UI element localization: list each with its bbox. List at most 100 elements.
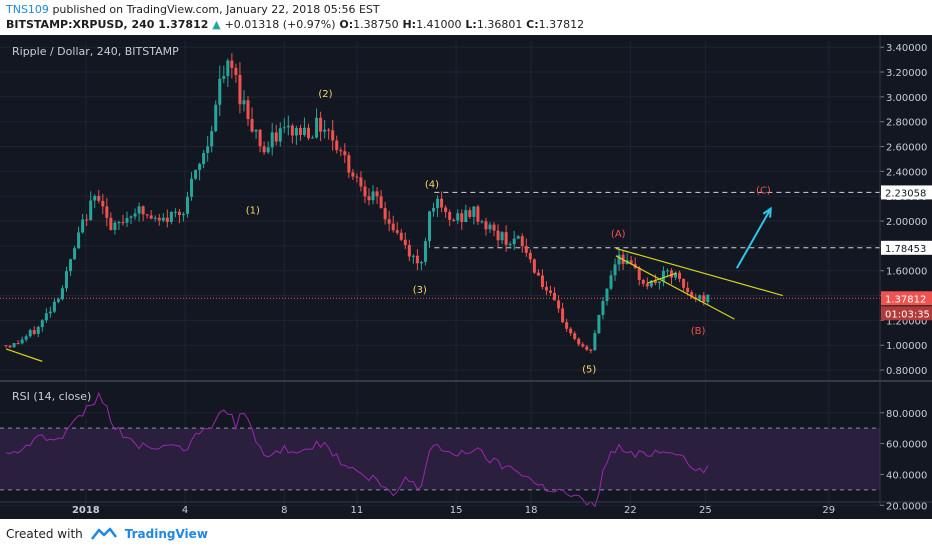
candle-body: [89, 200, 93, 221]
candle-body: [690, 292, 694, 298]
price-tick-label: 3.40000: [886, 43, 927, 54]
candle-body: [331, 130, 335, 141]
candle-body: [8, 345, 12, 348]
candle-body: [327, 129, 331, 131]
candle-body: [375, 191, 379, 197]
rsi-tick-label: 60.0000: [886, 440, 927, 451]
price-tick-label: 2.60000: [886, 143, 927, 154]
candle-body: [395, 230, 399, 233]
candle-body: [670, 270, 673, 278]
candle-body: [145, 214, 149, 216]
candle-body: [678, 272, 682, 279]
candle-body: [399, 232, 403, 240]
candle-body: [355, 176, 359, 178]
candle-body: [85, 219, 89, 221]
candle-body: [157, 217, 161, 221]
candle-body: [367, 196, 371, 201]
candle-body: [500, 232, 504, 241]
rsi-title: RSI (14, close): [12, 390, 91, 403]
trendline: [647, 272, 677, 284]
candle-body: [141, 206, 145, 215]
author-link[interactable]: TNS109: [6, 3, 49, 16]
candle-body: [282, 127, 286, 129]
wave-label: (2): [318, 89, 332, 100]
time-tick-label: 18: [525, 505, 538, 516]
candle-body: [379, 196, 383, 209]
high-value: 1.41000: [416, 18, 462, 31]
candle-body: [230, 60, 234, 68]
candle-body: [109, 217, 113, 231]
current-price-label: 1.37812: [885, 294, 926, 305]
candle-body: [117, 222, 121, 224]
candle-body: [706, 294, 710, 303]
candle-body: [77, 232, 81, 249]
candle-body: [218, 78, 222, 105]
candle-body: [351, 172, 355, 177]
candle-body: [214, 104, 218, 132]
candle-body: [56, 299, 60, 302]
price-tick-label: 1.00000: [886, 341, 927, 352]
candle-body: [665, 270, 669, 272]
wave-labels: (1) (2) (3) (4) (5) (A) (B) (C): [246, 89, 771, 376]
candle-body: [266, 147, 270, 153]
candle-body: [581, 344, 585, 347]
tradingview-logo-icon: [90, 527, 117, 540]
price-tick-label: 2.40000: [886, 167, 927, 178]
candle-body: [12, 343, 16, 348]
low-label: L:: [465, 18, 477, 31]
candle-body: [363, 186, 367, 197]
wave-label: (4): [425, 180, 439, 191]
candle-body: [448, 212, 452, 220]
current-price-tag: [881, 291, 932, 306]
candle-body: [520, 236, 524, 247]
time-tick-label: 4: [182, 505, 188, 516]
candle-body: [609, 275, 613, 289]
candle-body: [415, 255, 419, 264]
candle-body: [423, 241, 427, 262]
candle-body: [403, 239, 407, 246]
candle-body: [323, 129, 327, 132]
candle-body: [536, 272, 540, 276]
candle-body: [480, 221, 484, 223]
price-tick-label: 1.60000: [886, 267, 927, 278]
candle-body: [407, 245, 411, 257]
rsi-tick-label: 40.0000: [886, 470, 927, 481]
candle-body: [649, 280, 653, 287]
open-label: O:: [339, 18, 354, 31]
candle-body: [206, 146, 210, 154]
chart-canvas[interactable]: (1)(2)(3)(4)(5)(A)(B)(C) 3.400003.200003…: [0, 35, 932, 519]
candle-body: [432, 208, 436, 212]
candle-body: [149, 215, 153, 219]
candle-body: [222, 76, 226, 79]
candle-body: [553, 292, 557, 301]
candle-body: [641, 280, 645, 284]
candle-body: [4, 345, 8, 347]
candle-body: [657, 281, 661, 284]
candle-body: [101, 200, 105, 207]
candle-body: [246, 100, 250, 120]
candle-body: [383, 208, 387, 220]
price-tick-label: 2.80000: [886, 118, 927, 129]
candle-body: [661, 270, 665, 282]
candle-body: [290, 125, 294, 136]
candle-body: [28, 330, 32, 337]
candle-body: [544, 286, 548, 291]
candle-body: [258, 129, 262, 147]
candle-body: [387, 219, 391, 224]
level-tag-label: 1.78453: [885, 244, 926, 255]
candle-body: [411, 255, 415, 257]
candle-body: [428, 211, 431, 242]
symbol-label: BITSTAMP:XRPUSD, 240: [6, 18, 155, 31]
candles: [4, 53, 710, 354]
created-with-label: Created with: [6, 527, 83, 541]
candle-body: [484, 221, 488, 230]
tradingview-brand[interactable]: TradingView: [124, 527, 208, 541]
candle-body: [242, 100, 246, 105]
projection-arrow: [735, 208, 772, 269]
candle-body: [512, 238, 516, 245]
candle-body: [516, 236, 520, 239]
candle-body: [202, 153, 206, 164]
candle-body: [262, 146, 266, 153]
publish-line: TNS109 published on TradingView.com, Jan…: [6, 3, 380, 16]
time-tick-label: 22: [624, 505, 637, 516]
